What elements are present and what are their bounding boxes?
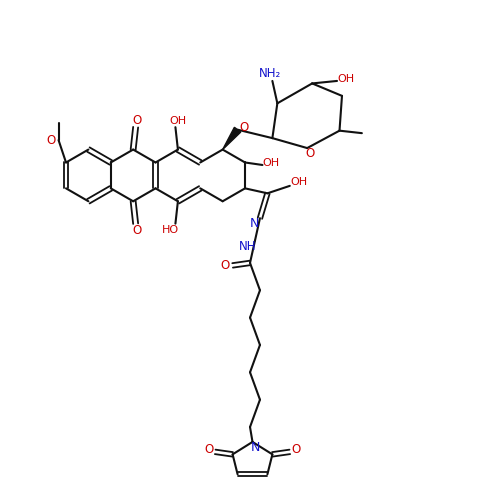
Polygon shape <box>222 128 241 150</box>
Text: NH: NH <box>239 240 256 253</box>
Text: OH: OH <box>170 116 186 126</box>
Text: O: O <box>132 224 142 236</box>
Text: OH: OH <box>290 177 308 187</box>
Text: N: N <box>250 216 258 230</box>
Text: O: O <box>292 443 301 456</box>
Text: O: O <box>204 443 214 456</box>
Text: OH: OH <box>263 158 280 168</box>
Text: O: O <box>220 259 230 272</box>
Text: N: N <box>250 442 260 454</box>
Text: OH: OH <box>338 74 354 85</box>
Text: O: O <box>239 120 248 134</box>
Text: HO: HO <box>162 225 179 235</box>
Text: O: O <box>46 134 56 146</box>
Text: O: O <box>305 146 314 160</box>
Text: O: O <box>132 114 142 127</box>
Text: NH₂: NH₂ <box>259 67 281 80</box>
